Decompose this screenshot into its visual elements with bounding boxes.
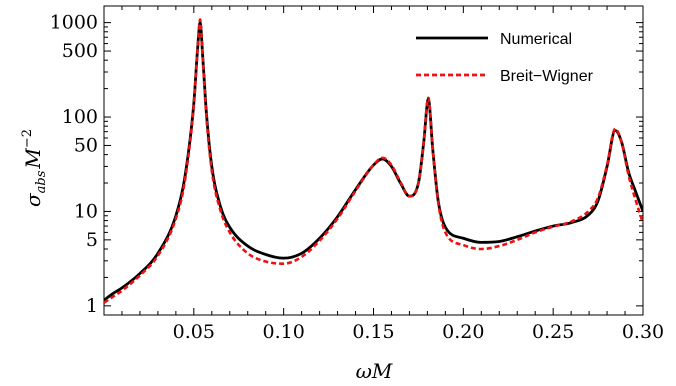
legend-label-numerical: Numerical (500, 31, 572, 48)
x-tick-label: 0.25 (532, 321, 574, 343)
series-group (104, 18, 643, 304)
y-axis-title-mid: M (21, 148, 45, 170)
axis-ticks (104, 6, 644, 315)
y-tick-label: 50 (74, 134, 98, 156)
x-axis-title: ωM (356, 359, 393, 383)
legend-label-breit-wigner: Breit−Wigner (500, 68, 594, 85)
y-axis-title-base: σ (21, 192, 45, 207)
x-tick-label: 0.05 (173, 321, 215, 343)
y-axis-title-subscript: abs (34, 170, 49, 193)
series-line-numerical (104, 21, 643, 302)
y-axis-title: σabsM−2 (20, 129, 49, 207)
axis-tick-labels: 0.05 0.10 0.15 0.20 0.25 0.30 1 5 10 50 100 500 1000 (50, 12, 665, 343)
y-tick-label: 10 (74, 200, 98, 222)
y-tick-label: 1 (86, 295, 98, 317)
x-tick-label: 0.10 (263, 321, 305, 343)
y-tick-label: 5 (86, 229, 98, 251)
series-line-breit-wigner (104, 18, 643, 304)
legend: Numerical Breit−Wigner (416, 31, 594, 85)
y-tick-label: 500 (62, 40, 98, 62)
plot-frame (103, 5, 644, 316)
x-tick-label: 0.30 (622, 321, 664, 343)
y-axis-title-superscript: −2 (20, 129, 35, 148)
x-tick-label: 0.15 (352, 321, 394, 343)
y-tick-label: 1000 (50, 12, 98, 34)
x-tick-label: 0.20 (442, 321, 484, 343)
y-tick-label: 100 (62, 106, 98, 128)
